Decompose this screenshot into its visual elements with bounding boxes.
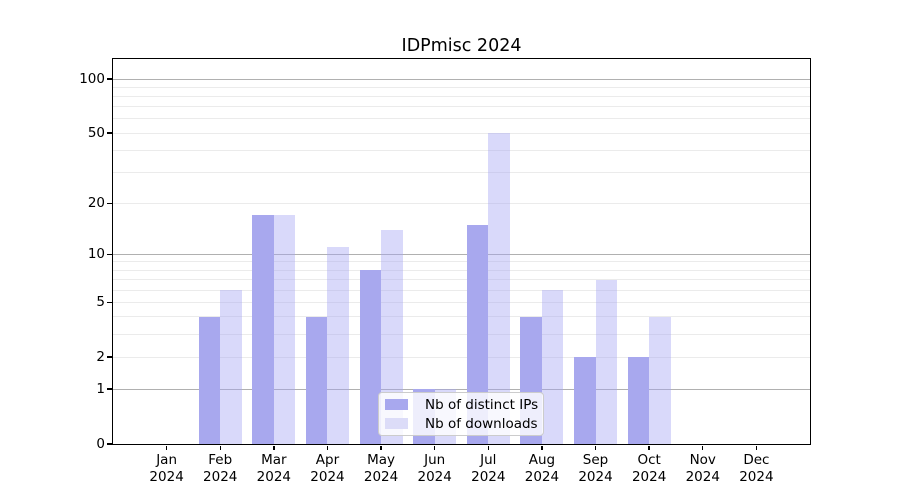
y-tick-label: 50 (87, 125, 105, 142)
x-tick-label: May 2024 (363, 452, 399, 485)
y-gridline-minor (113, 118, 810, 120)
y-tick-label: 5 (96, 294, 105, 311)
y-tick-mark (107, 78, 112, 80)
y-gridline-minor (113, 269, 810, 271)
y-tick-mark (107, 202, 112, 204)
y-tick-mark (107, 388, 112, 390)
y-gridline-minor (113, 106, 810, 108)
y-gridline-minor (113, 95, 810, 97)
y-gridline-minor (113, 132, 810, 134)
x-tick-label: Nov 2024 (685, 452, 720, 485)
legend-swatch-distinct-ips (385, 399, 408, 410)
y-gridline-minor (113, 333, 810, 335)
x-tick-label: Oct 2024 (631, 452, 667, 485)
x-tick-mark (380, 445, 382, 450)
y-tick-mark (107, 356, 112, 358)
x-tick-label: Feb 2024 (203, 452, 238, 485)
bar-nb-of-distinct-ips (198, 316, 221, 444)
x-tick-mark (487, 445, 489, 450)
legend-swatch-downloads (385, 418, 408, 429)
y-gridline-major (113, 253, 810, 255)
y-gridline-minor (113, 149, 810, 151)
x-tick-label: Sep 2024 (578, 452, 613, 485)
bar-nb-of-downloads (488, 133, 510, 444)
bar-nb-of-distinct-ips (574, 357, 596, 444)
legend: Nb of distinct IPs Nb of downloads (378, 392, 544, 436)
y-gridline-minor (113, 171, 810, 173)
bar-nb-of-downloads (649, 316, 671, 444)
x-tick-label: Apr 2024 (310, 452, 345, 485)
y-tick-mark (107, 253, 112, 256)
x-tick-mark (433, 445, 436, 450)
chart-title: IDPmisc 2024 (401, 36, 522, 56)
x-tick-label: Aug 2024 (524, 452, 560, 485)
bar-nb-of-downloads (273, 215, 296, 444)
y-tick-label: 10 (87, 246, 105, 263)
bar-nb-of-downloads (220, 290, 242, 444)
x-tick-mark (648, 445, 650, 450)
y-tick-label: 100 (79, 71, 105, 88)
y-tick-mark (107, 301, 112, 303)
x-tick-mark (594, 445, 597, 450)
bar-nb-of-distinct-ips (252, 215, 274, 444)
x-tick-label: Jan 2024 (149, 452, 184, 485)
bar-nb-of-distinct-ips (305, 316, 328, 444)
x-tick-mark (702, 445, 704, 450)
y-tick-mark (107, 132, 112, 134)
bar-nb-of-downloads (327, 247, 349, 444)
x-tick-label: Jun 2024 (417, 452, 452, 485)
y-tick-mark (107, 443, 112, 445)
plot-area (113, 59, 810, 444)
y-gridline-minor (113, 279, 810, 281)
y-tick-label: 0 (96, 436, 105, 452)
y-tick-label: 20 (87, 195, 105, 212)
legend-label-downloads: Nb of downloads (425, 415, 538, 432)
x-tick-mark (165, 445, 168, 450)
x-tick-mark (326, 445, 329, 450)
y-gridline-minor (113, 261, 810, 263)
plot-border (111, 57, 811, 445)
legend-label-distinct-ips: Nb of distinct IPs (425, 396, 539, 413)
y-gridline-major (113, 388, 810, 390)
legend-row: Nb of distinct IPs (385, 396, 539, 413)
y-gridline-minor (113, 316, 810, 318)
x-tick-mark (755, 445, 758, 450)
bar-nb-of-downloads (595, 279, 618, 444)
bar-nb-of-distinct-ips (627, 357, 650, 444)
y-gridline-major (113, 78, 810, 80)
bar-nb-of-distinct-ips (466, 224, 489, 444)
bar-nb-of-downloads (381, 229, 403, 444)
y-gridline-minor (113, 86, 810, 88)
bar-nb-of-distinct-ips (359, 270, 382, 444)
x-tick-label: Dec 2024 (739, 452, 774, 485)
y-tick-label: 2 (96, 349, 105, 366)
x-tick-mark (541, 445, 543, 450)
legend-row: Nb of downloads (385, 415, 538, 432)
y-gridline-minor (113, 202, 810, 204)
bar-nb-of-downloads (541, 290, 564, 444)
y-gridline-minor (113, 289, 810, 291)
x-tick-mark (219, 445, 221, 450)
y-gridline-minor (113, 356, 810, 358)
x-tick-label: Jul 2024 (471, 452, 506, 485)
x-tick-mark (273, 445, 275, 450)
y-gridline-minor (113, 301, 810, 303)
x-tick-label: Mar 2024 (256, 452, 292, 485)
y-tick-label: 1 (96, 381, 105, 398)
